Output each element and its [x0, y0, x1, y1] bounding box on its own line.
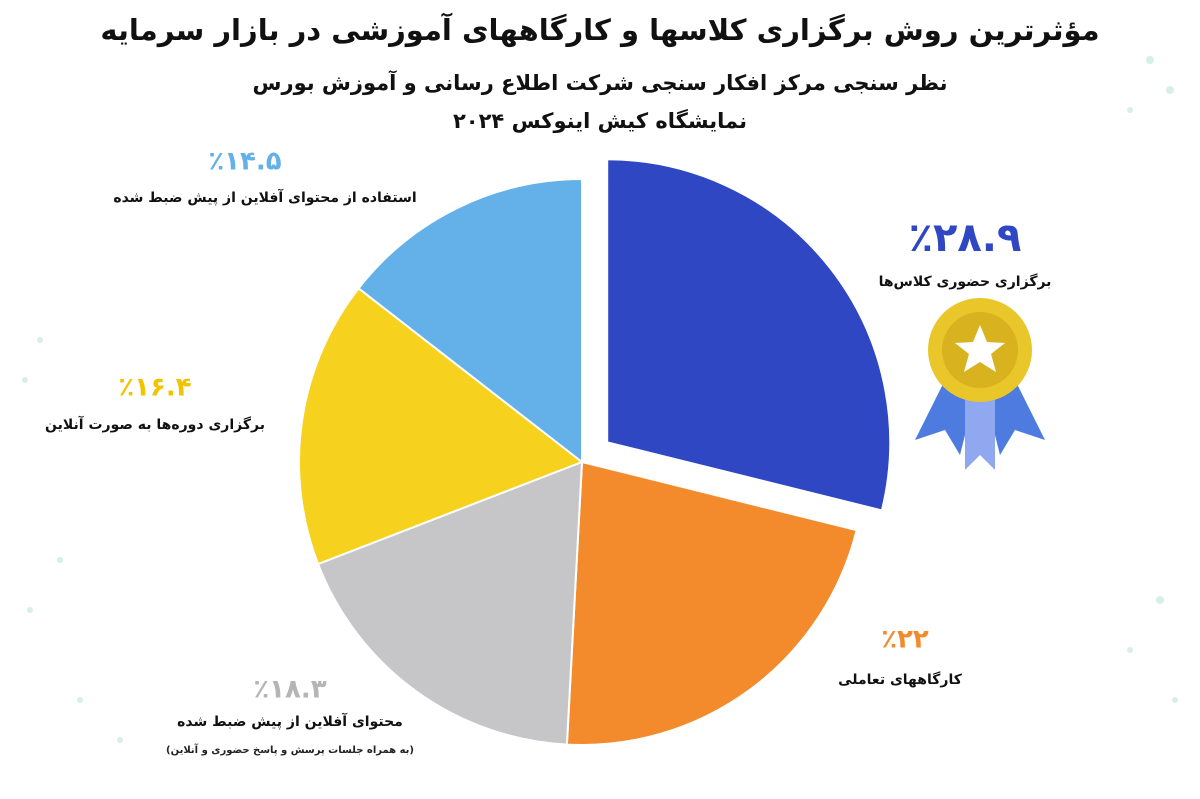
category-label: برگزاری حضوری کلاس‌ها	[879, 273, 1052, 290]
category-label: برگزاری دوره‌ها به صورت آنلاین	[45, 415, 265, 433]
chart-title: مؤثرترین روش برگزاری کلاسها و کارگاههای …	[100, 12, 1099, 47]
value-label: ٪۱۸.۳	[253, 675, 326, 705]
value-label: ٪۱۴.۵	[208, 147, 281, 177]
value-label: ٪۱۶.۴	[118, 373, 191, 403]
pie-slice	[357, 177, 583, 465]
pie-slice	[565, 460, 858, 746]
category-label: محتوای آفلاین از پیش ضبط شده	[177, 712, 403, 730]
annotation: (به همراه جلسات پرسش و پاسخ حضوری و آنلا…	[166, 743, 414, 756]
value-label: ٪۲۲	[881, 625, 929, 655]
pie-slice	[316, 460, 584, 746]
value-label: ٪۲۸.۹	[909, 215, 1022, 261]
chart-subtitle: نظر سنجی مرکز افکار سنجی شرکت اطلاع رسان…	[253, 70, 948, 95]
pie-slice	[606, 158, 892, 512]
category-label: استفاده از محتوای آفلاین از پیش ضبط شده	[113, 188, 416, 206]
chart-subtitle: نمایشگاه کیش اینوکس ۲۰۲۴	[453, 108, 747, 133]
background-dots	[22, 56, 1178, 743]
pie-slice	[298, 286, 585, 566]
category-label: کارگاههای تعاملی	[838, 671, 963, 688]
medal-icon	[915, 298, 1045, 470]
